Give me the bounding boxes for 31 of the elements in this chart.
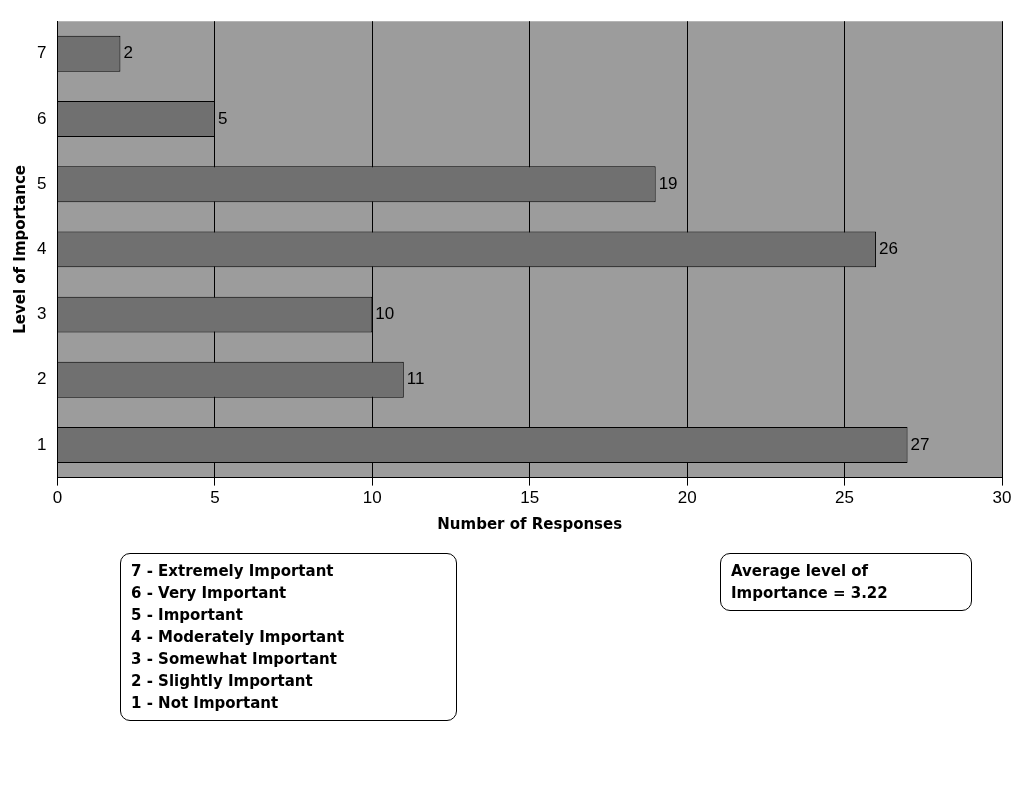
y-tick-label: 4 xyxy=(36,239,47,259)
text: 1 - Not Important xyxy=(131,693,280,714)
x-tick-label: 25 xyxy=(835,488,855,508)
data-label: 19 xyxy=(658,173,678,193)
text: 4 - Moderately Important xyxy=(131,627,346,648)
y-tick-label: 3 xyxy=(36,304,47,324)
y-tick-label: 6 xyxy=(36,108,47,128)
data-label: 27 xyxy=(910,434,930,454)
data-label: 11 xyxy=(406,369,425,389)
text: 7 - Extremely Important xyxy=(131,561,335,582)
data-label: 10 xyxy=(375,304,395,324)
x-tick-label: 0 xyxy=(52,488,63,508)
text: 6 - Very Important xyxy=(131,583,288,604)
data-label: 5 xyxy=(217,108,228,128)
text: 3 - Somewhat Important xyxy=(131,649,338,670)
x-axis-title: Number of Responses xyxy=(437,514,623,533)
y-tick-label: 1 xyxy=(36,434,47,454)
x-tick-label: 10 xyxy=(362,488,382,508)
y-tick-label: 7 xyxy=(36,43,47,63)
y-axis-title: Level of Importance xyxy=(10,165,29,334)
y-tick-label: 2 xyxy=(36,369,47,389)
x-tick-label: 5 xyxy=(210,488,220,508)
text: 2 - Slightly Important xyxy=(131,671,314,692)
x-tick-label: 30 xyxy=(992,488,1012,508)
data-label: 2 xyxy=(123,43,133,63)
x-tick-label: 15 xyxy=(520,488,540,508)
x-tick-label: 20 xyxy=(677,488,697,508)
text: 5 - Important xyxy=(131,605,244,626)
y-tick-label: 5 xyxy=(36,173,47,193)
text: Average level of Importance = 3.22 xyxy=(720,553,972,611)
data-label: 26 xyxy=(879,239,898,259)
